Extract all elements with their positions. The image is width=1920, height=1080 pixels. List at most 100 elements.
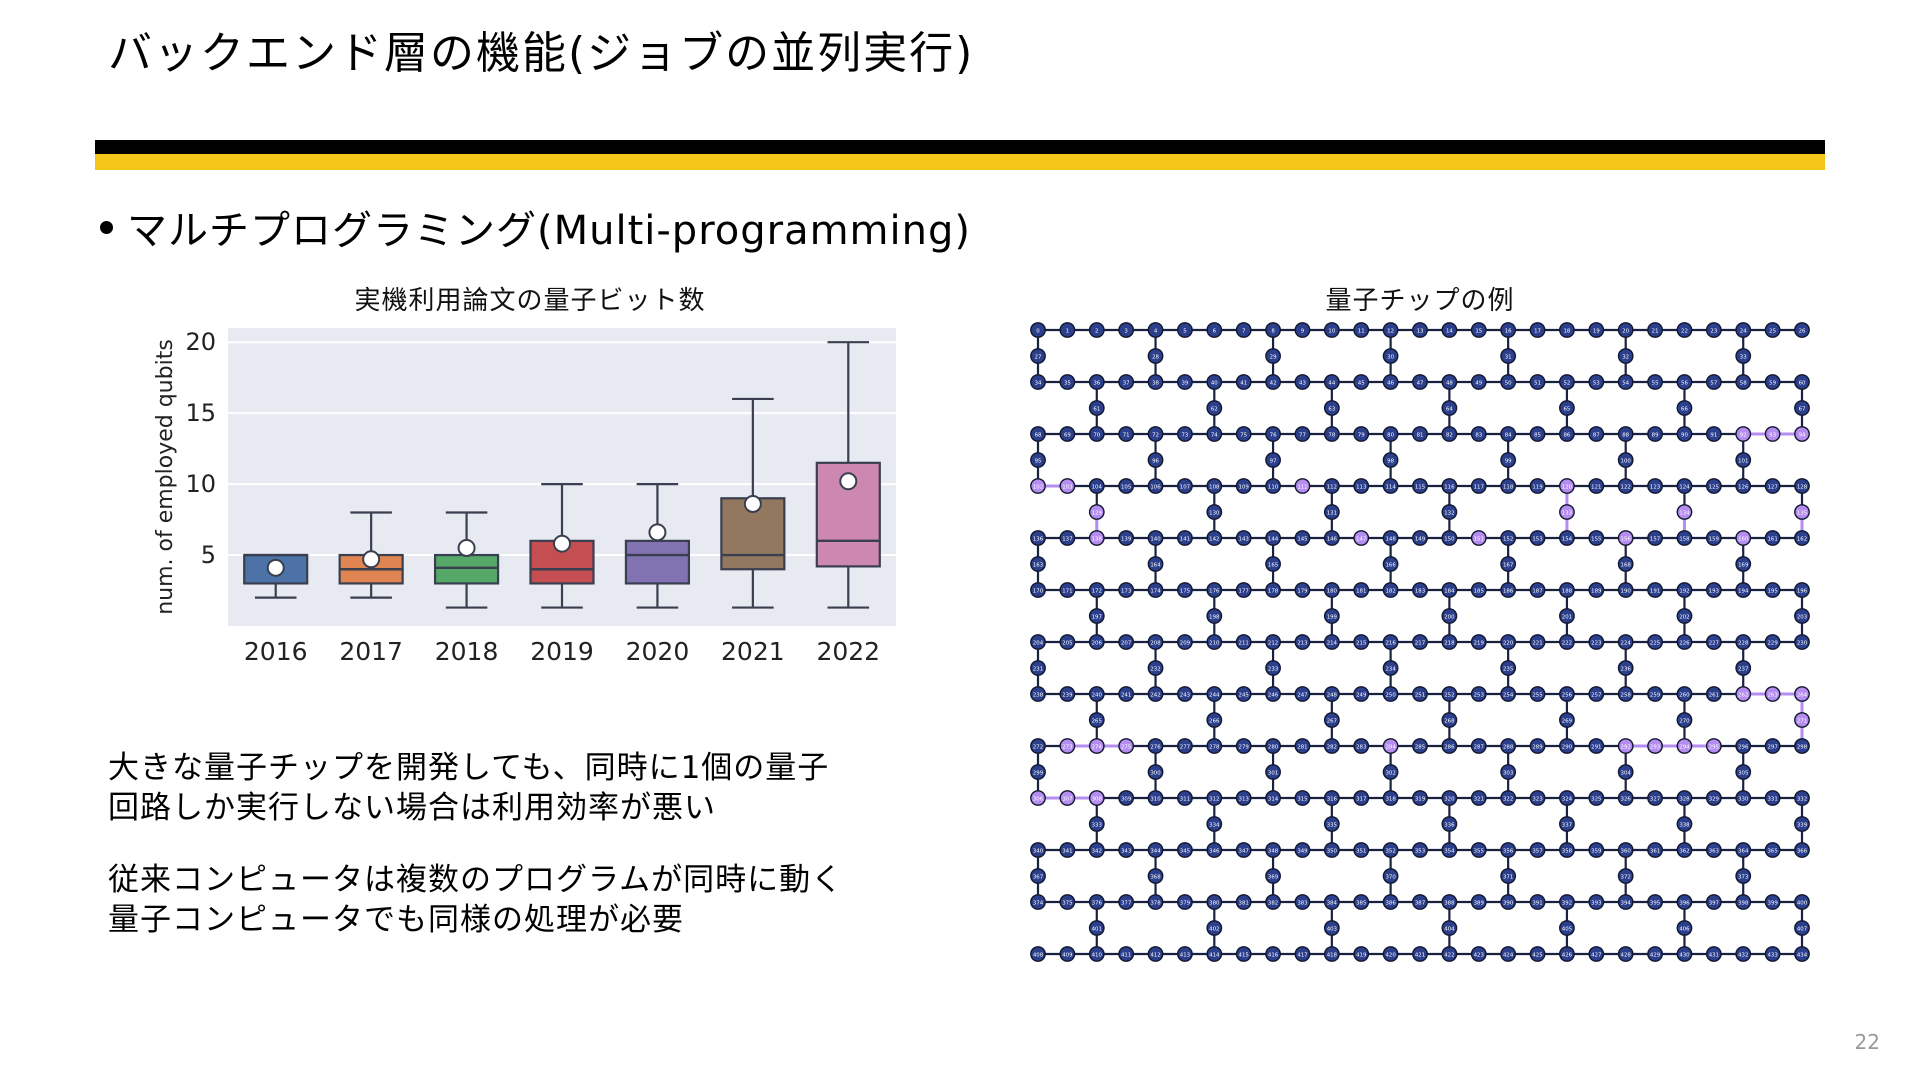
qubit-node bbox=[1265, 348, 1281, 364]
qubit-label: 273 bbox=[1062, 745, 1072, 751]
qubit-label: 105 bbox=[1121, 485, 1131, 491]
qubit-label: 391 bbox=[1532, 901, 1542, 907]
qubit-label: 130 bbox=[1209, 511, 1220, 517]
qubit-node bbox=[1206, 478, 1223, 494]
qubit-node bbox=[1265, 426, 1281, 442]
qubit-label: 255 bbox=[1532, 693, 1542, 699]
qubit-node bbox=[1088, 608, 1105, 624]
qubit-label: 201 bbox=[1562, 615, 1572, 621]
qubit-label: 198 bbox=[1209, 615, 1220, 621]
qubit-node bbox=[1088, 530, 1105, 546]
qubit-label: 345 bbox=[1180, 849, 1190, 855]
qubit-label: 9 bbox=[1301, 329, 1305, 335]
qubit-label: 13 bbox=[1417, 329, 1424, 335]
qubit-label: 330 bbox=[1738, 797, 1749, 803]
qubit-node bbox=[1794, 608, 1810, 624]
qubit-label: 384 bbox=[1327, 901, 1338, 907]
qubit-label: 145 bbox=[1297, 537, 1307, 543]
qubit-label: 110 bbox=[1268, 485, 1279, 491]
qubit-node bbox=[1500, 660, 1517, 676]
qubit-label: 344 bbox=[1150, 849, 1161, 855]
qubit-label: 338 bbox=[1679, 823, 1690, 829]
qubit-label: 194 bbox=[1738, 589, 1749, 595]
qubit-label: 38 bbox=[1152, 381, 1159, 387]
qubit-node bbox=[1705, 790, 1722, 806]
qubit-node bbox=[1323, 400, 1340, 416]
qubit-node bbox=[1794, 920, 1810, 936]
qubit-label: 218 bbox=[1444, 641, 1455, 647]
qubit-node bbox=[1676, 582, 1693, 598]
qubit-label: 405 bbox=[1562, 927, 1572, 933]
qubit-label: 189 bbox=[1591, 589, 1602, 595]
qubit-node bbox=[1647, 478, 1663, 494]
qubit-label: 333 bbox=[1092, 823, 1102, 829]
qubit-label: 146 bbox=[1327, 537, 1338, 543]
qubit-node bbox=[1500, 426, 1517, 442]
qubit-label: 415 bbox=[1239, 953, 1249, 959]
qubit-label: 174 bbox=[1150, 589, 1161, 595]
qubit-label: 257 bbox=[1591, 693, 1601, 699]
qubit-node bbox=[1323, 920, 1340, 936]
qubit-node bbox=[1735, 894, 1752, 910]
qubit-node bbox=[1705, 738, 1722, 754]
qubit-node bbox=[1647, 426, 1663, 442]
qubit-label: 356 bbox=[1503, 849, 1514, 855]
qubit-label: 153 bbox=[1532, 537, 1542, 543]
qubit-node bbox=[1030, 738, 1046, 754]
qubit-node bbox=[1030, 452, 1046, 468]
qubit-node bbox=[1177, 634, 1193, 650]
qubit-node bbox=[1265, 842, 1281, 858]
qubit-node bbox=[1059, 842, 1076, 858]
qubit-node bbox=[1500, 530, 1517, 546]
qubit-label: 428 bbox=[1621, 953, 1632, 959]
qubit-node bbox=[1147, 738, 1164, 754]
qubit-node bbox=[1617, 530, 1634, 546]
qubit-label: 169 bbox=[1738, 563, 1749, 569]
qubit-node bbox=[1294, 738, 1311, 754]
body-paragraph-1: 大きな量子チップを開発しても、同時に1個の量子 回路しか実行しない場合は利用効率… bbox=[108, 750, 830, 827]
qubit-label: 6 bbox=[1213, 329, 1217, 335]
x-tick-label: 2017 bbox=[339, 637, 403, 666]
qubit-node bbox=[1559, 816, 1575, 832]
qubit-node bbox=[1559, 686, 1575, 702]
qubit-label: 305 bbox=[1738, 771, 1748, 777]
qubit-label: 291 bbox=[1591, 745, 1601, 751]
qubit-label: 355 bbox=[1474, 849, 1484, 855]
qubit-label: 64 bbox=[1446, 407, 1453, 413]
qubit-node bbox=[1735, 946, 1752, 962]
qubit-label: 309 bbox=[1121, 797, 1132, 803]
qubit-label: 178 bbox=[1268, 589, 1279, 595]
qubit-node bbox=[1177, 842, 1193, 858]
x-tick-label: 2021 bbox=[721, 637, 785, 666]
qubit-node bbox=[1088, 504, 1105, 520]
qubit-node bbox=[1412, 582, 1428, 598]
qubit-node bbox=[1470, 634, 1487, 650]
qubit-node bbox=[1206, 894, 1223, 910]
qubit-node bbox=[1647, 374, 1663, 390]
qubit-node bbox=[1235, 790, 1252, 806]
qubit-node bbox=[1794, 374, 1810, 390]
mean-marker bbox=[839, 472, 858, 491]
qubit-node bbox=[1265, 452, 1281, 468]
qubit-label: 236 bbox=[1621, 667, 1632, 673]
qubit-node bbox=[1382, 426, 1399, 442]
qubit-label: 68 bbox=[1035, 433, 1042, 439]
qubit-node bbox=[1294, 530, 1311, 546]
qubit-node bbox=[1265, 946, 1281, 962]
qubit-node bbox=[1441, 478, 1458, 494]
qubit-label: 375 bbox=[1062, 901, 1072, 907]
qubit-label: 424 bbox=[1503, 953, 1514, 959]
qubit-label: 263 bbox=[1767, 693, 1777, 699]
qubit-node bbox=[1705, 686, 1722, 702]
qubit-node bbox=[1794, 478, 1810, 494]
qubit-node bbox=[1529, 686, 1546, 702]
qubit-node bbox=[1735, 348, 1752, 364]
x-tick-label: 2016 bbox=[244, 637, 308, 666]
qubit-label: 90 bbox=[1681, 433, 1688, 439]
qubit-label: 94 bbox=[1799, 433, 1806, 439]
qubit-node bbox=[1030, 478, 1046, 494]
qubit-label: 392 bbox=[1562, 901, 1572, 907]
page-number: 22 bbox=[1854, 1030, 1880, 1054]
qubit-node bbox=[1235, 322, 1252, 338]
qubit-label: 135 bbox=[1797, 511, 1807, 517]
